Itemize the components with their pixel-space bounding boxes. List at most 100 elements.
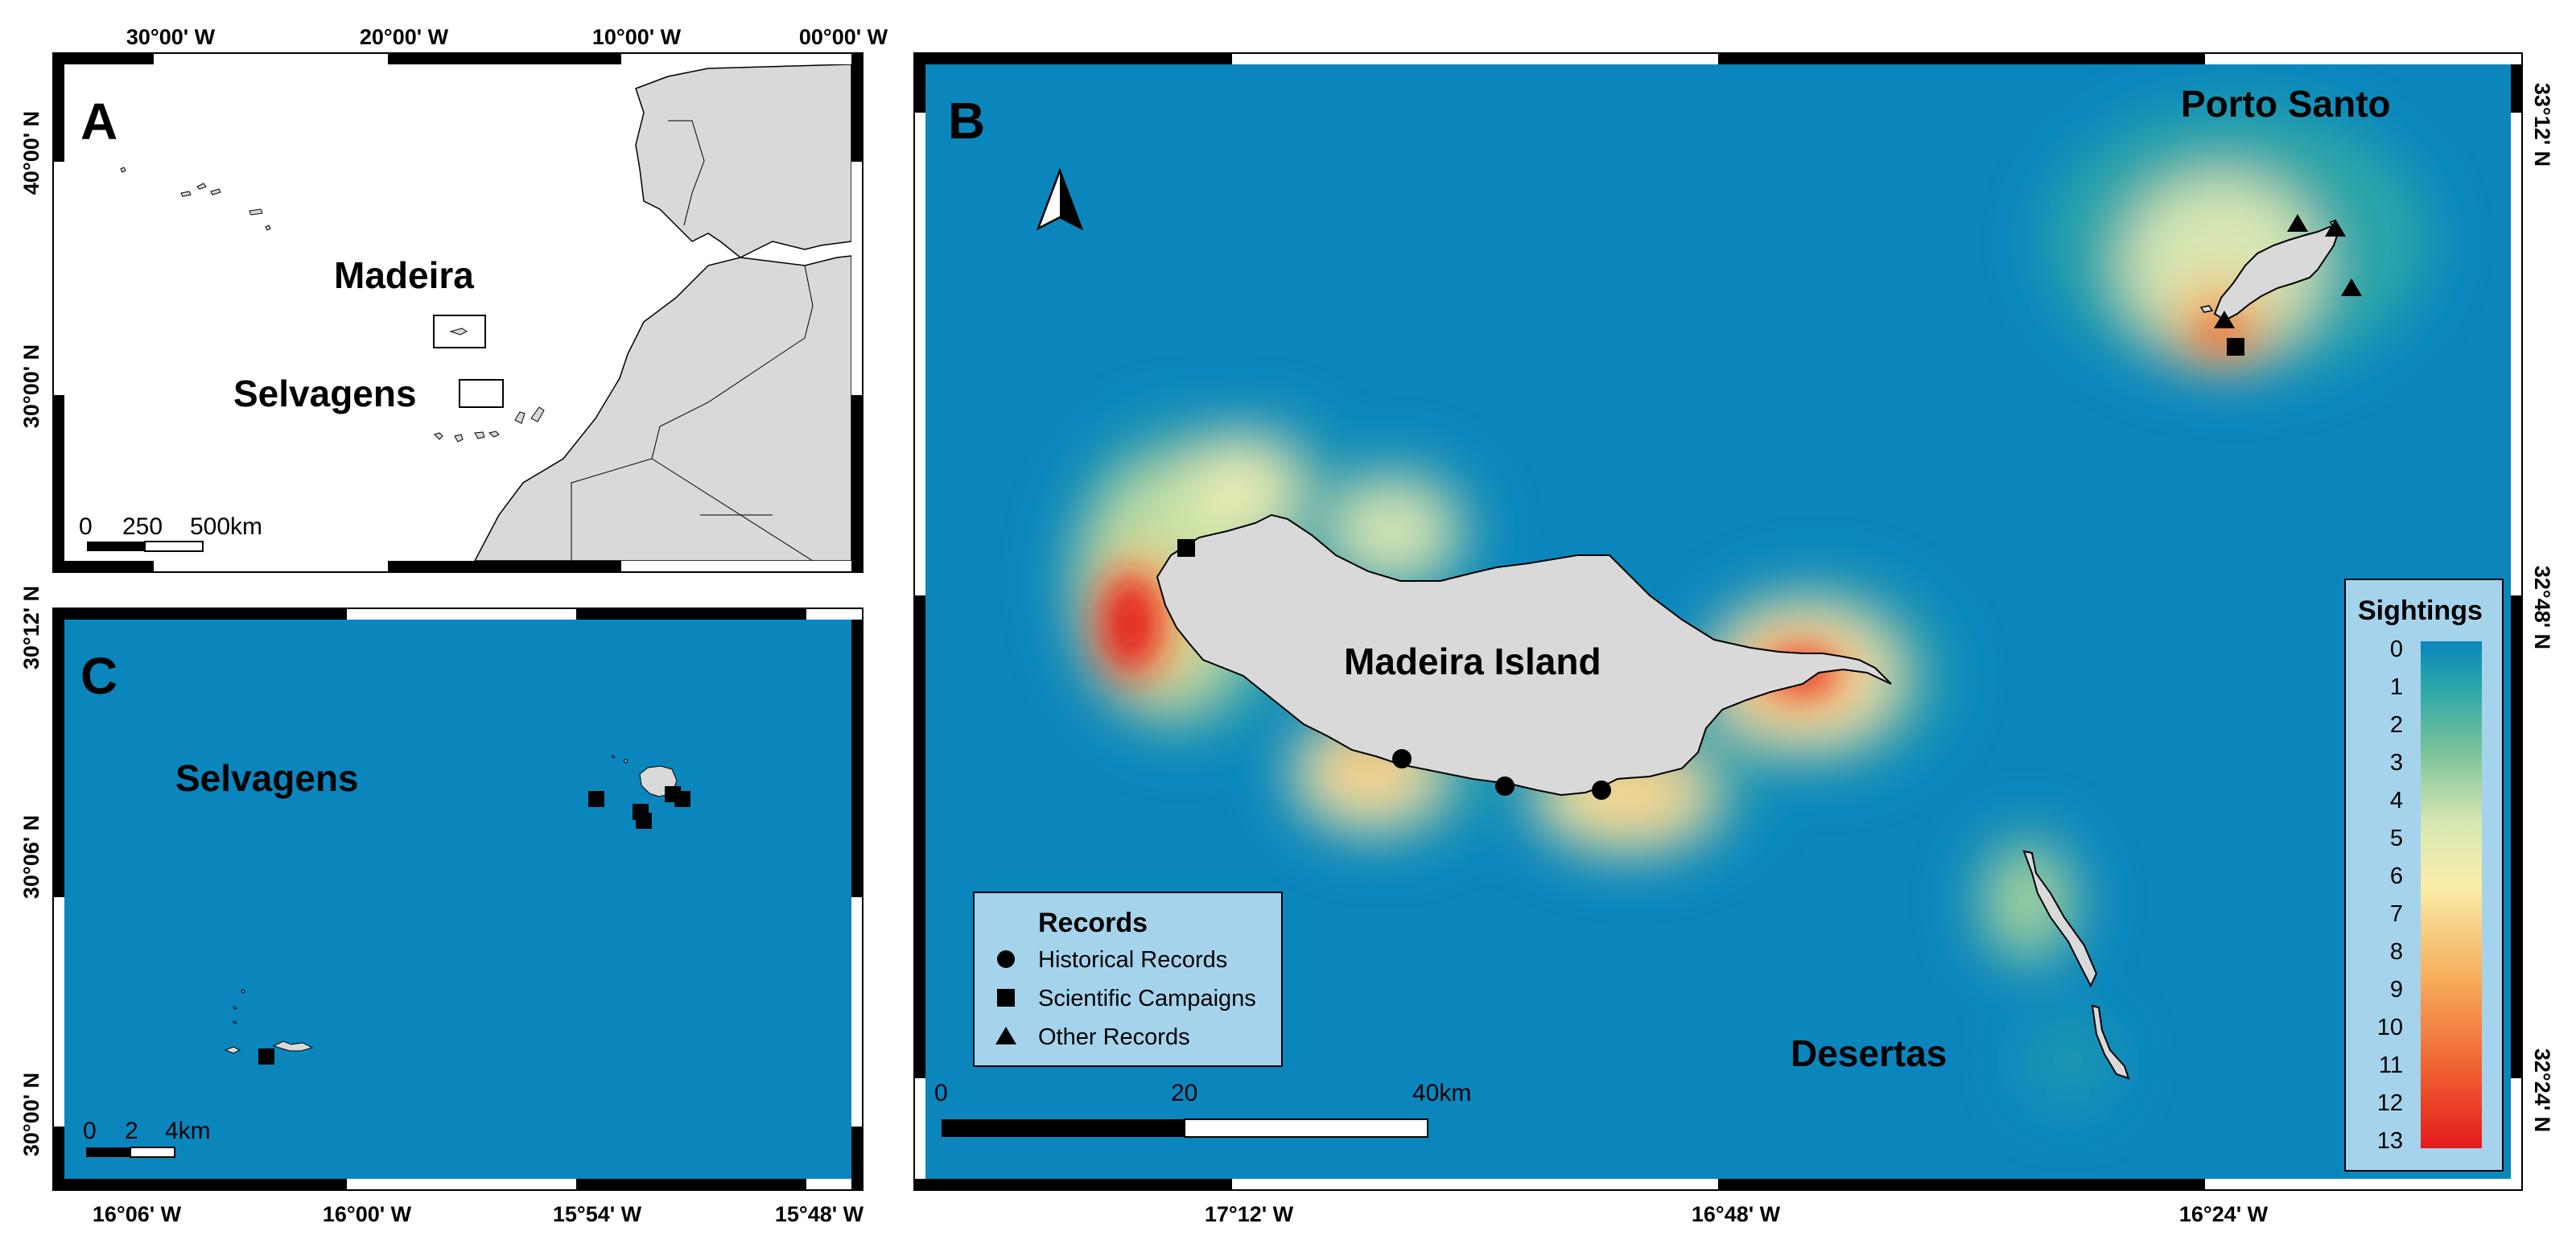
panel-c-lon-tick: 15°54' W (553, 1202, 642, 1226)
panel-a-frame-ticks (53, 53, 863, 572)
colorbar-tick-label: 10 (2377, 1015, 2403, 1040)
north-arrow-icon (1036, 167, 1084, 231)
panel-b: 17°12' W 16°48' W 16°24' W 33°12' N 32°4… (913, 52, 2554, 1226)
panel-c-letter: C (80, 647, 117, 705)
colorbar-tick-label: 12 (2377, 1090, 2403, 1116)
colorbar-tick-label: 2 (2390, 712, 2403, 738)
desertas-label: Desertas (1791, 1032, 1947, 1074)
scale-label-1: 250 (122, 513, 163, 540)
panel-c-ocean (64, 620, 851, 1179)
colorbar-tick-label: 11 (2379, 1052, 2403, 1078)
panel-c-scale-bar: 0 2 4km (83, 1118, 211, 1158)
colorbar-tick-label: 3 (2390, 750, 2403, 776)
panel-b-lat-tick: 33°12' N (2530, 83, 2554, 167)
legend-triangle-icon (995, 1027, 1016, 1044)
desertas-south-shape (2091, 1004, 2130, 1080)
other-record-marker (2341, 278, 2362, 296)
scientific-campaign-marker (588, 791, 604, 807)
selvagens-label-a: Selvagens (233, 373, 417, 414)
panel-a-lat-tick: 40°00' N (19, 111, 43, 195)
scale-label-1: 2 (125, 1118, 138, 1144)
panel-c-lat-tick: 30°06' N (19, 815, 43, 899)
legend-item-other: Other Records (1038, 1024, 1190, 1050)
other-record-marker (2214, 311, 2235, 328)
panel-c-lon-tick: 16°00' W (323, 1202, 412, 1226)
panel-b-scale-bar: 0 20 40km (934, 1080, 1471, 1138)
selvagens-inset-box (459, 379, 504, 408)
colorbar-tick-label: 5 (2390, 826, 2403, 851)
scientific-campaign-marker (636, 813, 652, 829)
panel-b-lat-tick: 32°48' N (2530, 566, 2554, 649)
panel-b-lon-tick: 16°48' W (1692, 1202, 1781, 1226)
panel-c-lon-tick: 16°06' W (93, 1202, 182, 1226)
scientific-campaign-marker (674, 791, 690, 807)
scientific-campaign-marker (258, 1048, 274, 1065)
colorbar-tick-label: 8 (2390, 939, 2403, 965)
records-legend: Records Historical Records Scientific Ca… (973, 892, 1283, 1067)
panel-b-lat-tick: 32°24' N (2530, 1048, 2554, 1132)
colorbar-tick-label: 6 (2390, 863, 2403, 889)
legend-item-scientific: Scientific Campaigns (1038, 986, 1256, 1011)
panel-c-lat-tick: 30°00' N (19, 1073, 43, 1156)
panel-c-frame-ticks (53, 608, 863, 1190)
madeira-island-shape (1156, 513, 1892, 797)
historical-record-marker (1392, 749, 1412, 768)
legend-square-icon (997, 989, 1015, 1007)
legend-item-historical: Historical Records (1038, 947, 1227, 973)
other-record-marker (2325, 219, 2346, 237)
panel-a: 30°00' W 20°00' W 10°00' W 00°00' W 40°0… (19, 25, 888, 573)
panel-a-lon-tick: 30°00' W (126, 25, 216, 49)
sightings-colorbar (2421, 641, 2482, 1148)
scale-label-0: 0 (934, 1080, 948, 1106)
panel-a-lat-tick: 30°00' N (19, 344, 43, 428)
panel-b-frame-ticks (914, 53, 2522, 1190)
historical-record-marker (1592, 781, 1611, 800)
records-legend-box (973, 892, 1283, 1067)
other-record-marker (2287, 214, 2308, 232)
scale-label-0: 0 (83, 1118, 97, 1144)
selvagens-label-c: Selvagens (175, 757, 359, 799)
desertas-shape (2022, 850, 2098, 988)
panel-a-lon-tick: 00°00' W (799, 25, 888, 49)
colorbar-tick-label: 9 (2390, 977, 2403, 1003)
panel-b-letter: B (948, 92, 985, 150)
colorbar-tick-label: 0 (2390, 636, 2403, 662)
madeira-label: Madeira (334, 254, 474, 296)
colorbar-tick-label: 7 (2390, 901, 2403, 927)
legend-circle-icon (997, 950, 1015, 968)
colorbar-tick-label: 13 (2377, 1128, 2403, 1154)
madeira-island-label: Madeira Island (1344, 641, 1601, 682)
scale-label-2: 4km (165, 1118, 211, 1144)
madeira-inset-box (433, 315, 486, 348)
panel-a-land (120, 64, 851, 561)
records-legend-title: Records (1038, 908, 1148, 938)
scientific-campaign-marker (1177, 539, 1195, 557)
panel-a-lon-tick: 10°00' W (592, 25, 682, 49)
porto-santo-shape (2213, 225, 2339, 322)
panel-c-lat-tick: 30°12' N (19, 586, 43, 669)
scale-label-0: 0 (79, 513, 93, 540)
panel-a-letter: A (80, 93, 117, 150)
porto-santo-label: Porto Santo (2181, 83, 2391, 125)
panel-c-lon-tick: 15°48' W (775, 1202, 864, 1226)
panel-c-scientific-markers (258, 786, 690, 1065)
historical-records-markers (1392, 749, 1611, 800)
historical-record-marker (1495, 776, 1515, 796)
scale-label-2: 40km (1412, 1080, 1471, 1106)
scale-label-1: 20 (1171, 1080, 1197, 1106)
panel-b-lon-tick: 16°24' W (2179, 1202, 2269, 1226)
scientific-campaigns-markers (1177, 338, 2244, 557)
panel-a-scale-bar: 0 250 500km (79, 513, 262, 552)
other-records-markers (2214, 214, 2362, 328)
sightings-legend-title: Sightings (2358, 595, 2483, 626)
colorbar-tick-label: 1 (2390, 674, 2403, 700)
panel-b-land (1156, 220, 2339, 1080)
scale-label-2: 500km (190, 513, 262, 540)
scientific-campaign-marker (2227, 338, 2244, 356)
panel-c: 30°12' N 30°06' N 30°00' N 16°06' W 16°0… (19, 586, 864, 1226)
panel-a-lon-tick: 20°00' W (360, 25, 449, 49)
panel-b-lon-tick: 17°12' W (1205, 1202, 1294, 1226)
